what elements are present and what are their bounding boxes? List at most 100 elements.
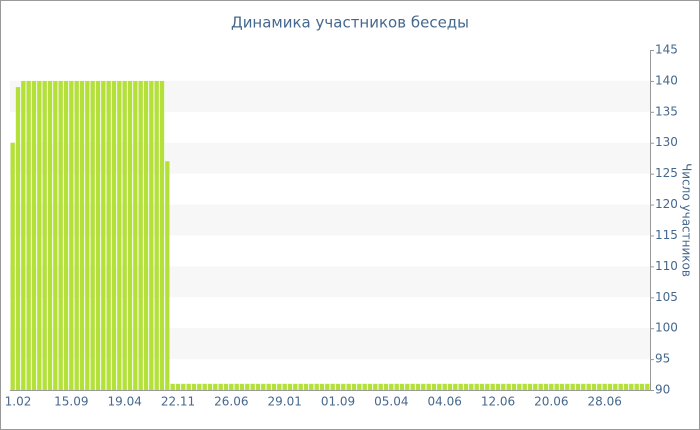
y-tick-label: 90	[655, 383, 670, 397]
bar	[522, 383, 527, 390]
bar	[549, 383, 554, 390]
bar	[602, 383, 607, 390]
bar	[63, 80, 69, 390]
bar	[207, 383, 213, 390]
bar	[261, 383, 266, 390]
grid-band	[10, 142, 650, 174]
x-tick-label: 19.04	[107, 395, 141, 409]
grid-band	[10, 266, 650, 298]
bar	[645, 383, 650, 390]
bar	[154, 80, 159, 390]
bar	[325, 383, 330, 390]
bar	[15, 87, 21, 390]
y-tick-label: 130	[655, 135, 678, 149]
x-tick-label: 1.02	[5, 395, 32, 409]
bar	[410, 383, 415, 390]
bar	[42, 80, 47, 390]
bar	[277, 383, 282, 390]
bar	[437, 383, 442, 390]
bar	[570, 383, 575, 390]
bar	[138, 80, 143, 390]
bar	[357, 383, 362, 390]
bar	[202, 383, 207, 390]
bar	[501, 383, 506, 390]
y-tick-label: 105	[655, 290, 678, 304]
bar	[517, 383, 522, 390]
bar	[634, 383, 639, 390]
bar	[181, 383, 186, 390]
bar	[191, 383, 197, 390]
x-tick-label: 01.09	[321, 395, 355, 409]
bar	[490, 383, 495, 390]
y-tick-label: 135	[655, 104, 678, 118]
bar	[266, 383, 271, 390]
bar	[575, 383, 581, 390]
y-tick-label: 140	[655, 73, 678, 87]
bar	[245, 383, 250, 390]
bar	[586, 383, 591, 390]
bar	[559, 383, 565, 390]
bar	[149, 80, 154, 390]
bar	[479, 383, 485, 390]
bar	[565, 383, 570, 390]
bar	[474, 383, 479, 390]
bar	[10, 142, 15, 390]
bar	[394, 383, 399, 390]
bar	[186, 383, 191, 390]
bar	[373, 383, 378, 390]
bar	[447, 383, 453, 390]
bar	[293, 383, 298, 390]
chart-title: Динамика участников беседы	[231, 14, 469, 32]
y-tick-label: 120	[655, 197, 678, 211]
bar	[421, 383, 426, 390]
y-tick-label: 115	[655, 228, 678, 242]
bar	[117, 80, 122, 390]
bar	[538, 383, 543, 390]
bar	[618, 383, 623, 390]
bar	[351, 383, 357, 390]
bar	[495, 383, 501, 390]
bar	[383, 383, 389, 390]
x-tick-label: 12.06	[481, 395, 515, 409]
bar	[506, 383, 511, 390]
bar	[90, 80, 95, 390]
bar	[250, 383, 255, 390]
bar	[581, 383, 586, 390]
bar	[367, 383, 373, 390]
bar	[469, 383, 474, 390]
bar	[623, 383, 629, 390]
bar	[79, 80, 85, 390]
bar	[330, 383, 335, 390]
bar	[127, 80, 133, 390]
bar	[511, 383, 517, 390]
y-tick-label: 125	[655, 166, 678, 180]
bar	[175, 383, 181, 390]
bar	[431, 383, 437, 390]
bar	[399, 383, 405, 390]
bar	[197, 383, 202, 390]
y-tick-label: 110	[655, 259, 678, 273]
bar	[303, 383, 309, 390]
bar	[533, 383, 538, 390]
bar	[554, 383, 559, 390]
bar	[378, 383, 383, 390]
bar	[463, 383, 469, 390]
bar	[389, 383, 394, 390]
x-tick-label: 20.06	[534, 395, 568, 409]
bar	[613, 383, 618, 390]
bar	[53, 80, 58, 390]
bar	[218, 383, 223, 390]
bar	[26, 80, 31, 390]
bar	[111, 80, 117, 390]
bar	[362, 383, 367, 390]
bar	[453, 383, 458, 390]
bar	[405, 383, 410, 390]
bar	[314, 383, 319, 390]
bar	[239, 383, 245, 390]
bar	[31, 80, 37, 390]
y-tick-label: 100	[655, 321, 678, 335]
y-axis-label: Число участников	[680, 163, 694, 277]
bar	[415, 383, 421, 390]
bar	[287, 383, 293, 390]
